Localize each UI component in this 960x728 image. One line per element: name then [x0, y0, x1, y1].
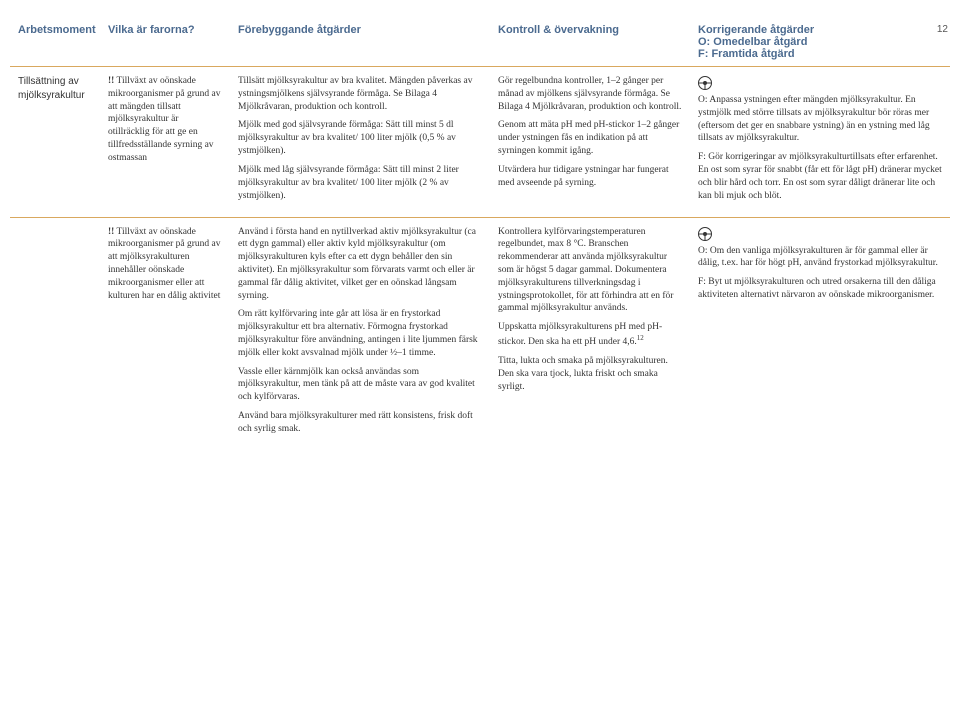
col-forebyggande: Förebyggande åtgärder — [230, 18, 490, 67]
hazard-body: Tillväxt av oönskade mikroorganismer på … — [108, 227, 220, 301]
prevent-p2: Mjölk med god självsyrande förmåga: Sätt… — [238, 119, 482, 157]
corrective-p2: F: Gör korrigeringar av mjölksyrakulturt… — [698, 151, 942, 202]
haccp-table: Arbetsmoment Vilka är farorna? Förebygga… — [10, 18, 950, 450]
prevent-p1: Använd i första hand en nytillverkad akt… — [238, 226, 482, 303]
prevent-p3: Vassle eller kärnmjölk kan också använda… — [238, 366, 482, 404]
monitor-p1: Gör regelbundna kontroller, 1–2 gånger p… — [498, 75, 682, 113]
warning-icon: !! — [108, 76, 114, 86]
col-korr-sub2: F: Framtida åtgärd — [698, 48, 942, 60]
corrective-p1: O: Anpassa ystningen efter mängden mjölk… — [698, 94, 942, 145]
steering-wheel-icon — [698, 76, 712, 90]
monitor-p1: Kontrollera kylförvaringstemperaturen re… — [498, 226, 682, 316]
table-row: !! Tillväxt av oönskade mikroorganismer … — [10, 217, 950, 450]
col-korr-sub1: O: Omedelbar åtgärd — [698, 36, 942, 48]
prevent-p2: Om rätt kylförvaring inte går att lösa ä… — [238, 308, 482, 359]
warning-icon: !! — [108, 227, 114, 237]
prevent-p1: Tillsätt mjölksyrakultur av bra kvalitet… — [238, 75, 482, 113]
col-arbetsmoment: Arbetsmoment — [10, 18, 100, 67]
table-row: Tillsättning av mjölksyrakultur !! Tillv… — [10, 67, 950, 218]
hazard-body: Tillväxt av oönskade mikroorganismer på … — [108, 76, 220, 163]
steering-wheel-icon — [698, 227, 712, 241]
monitor-p2: Genom att mäta pH med pH-stickor 1–2 gån… — [498, 119, 682, 157]
col-korrigerande: Korrigerande åtgärder O: Omedelbar åtgär… — [690, 18, 950, 67]
corrective-p2: F: Byt ut mjölksyrakulturen och utred or… — [698, 276, 942, 302]
arbetsmoment-label: Tillsättning av mjölksyrakultur — [18, 75, 92, 102]
monitor-p3: Titta, lukta och smaka på mjölksyrakultu… — [498, 355, 682, 393]
col-korr-title: Korrigerande åtgärder — [698, 24, 814, 36]
corrective-p1: O: Om den vanliga mjölksyrakulturen är f… — [698, 245, 942, 271]
monitor-p3: Utvärdera hur tidigare ystningar har fun… — [498, 164, 682, 190]
col-faror: Vilka är farorna? — [100, 18, 230, 67]
prevent-p4: Använd bara mjölksyrakulturer med rätt k… — [238, 410, 482, 436]
footnote-ref: 12 — [637, 334, 644, 342]
table-header-row: Arbetsmoment Vilka är farorna? Förebygga… — [10, 18, 950, 67]
hazard-text: !! Tillväxt av oönskade mikroorganismer … — [108, 226, 222, 303]
col-kontroll: Kontroll & övervakning — [490, 18, 690, 67]
hazard-text: !! Tillväxt av oönskade mikroorganismer … — [108, 75, 222, 165]
prevent-p3: Mjölk med låg självsyrande förmåga: Sätt… — [238, 164, 482, 202]
page-number: 12 — [937, 24, 948, 35]
monitor-p2: Uppskatta mjölksyrakulturens pH med pH-s… — [498, 321, 682, 349]
